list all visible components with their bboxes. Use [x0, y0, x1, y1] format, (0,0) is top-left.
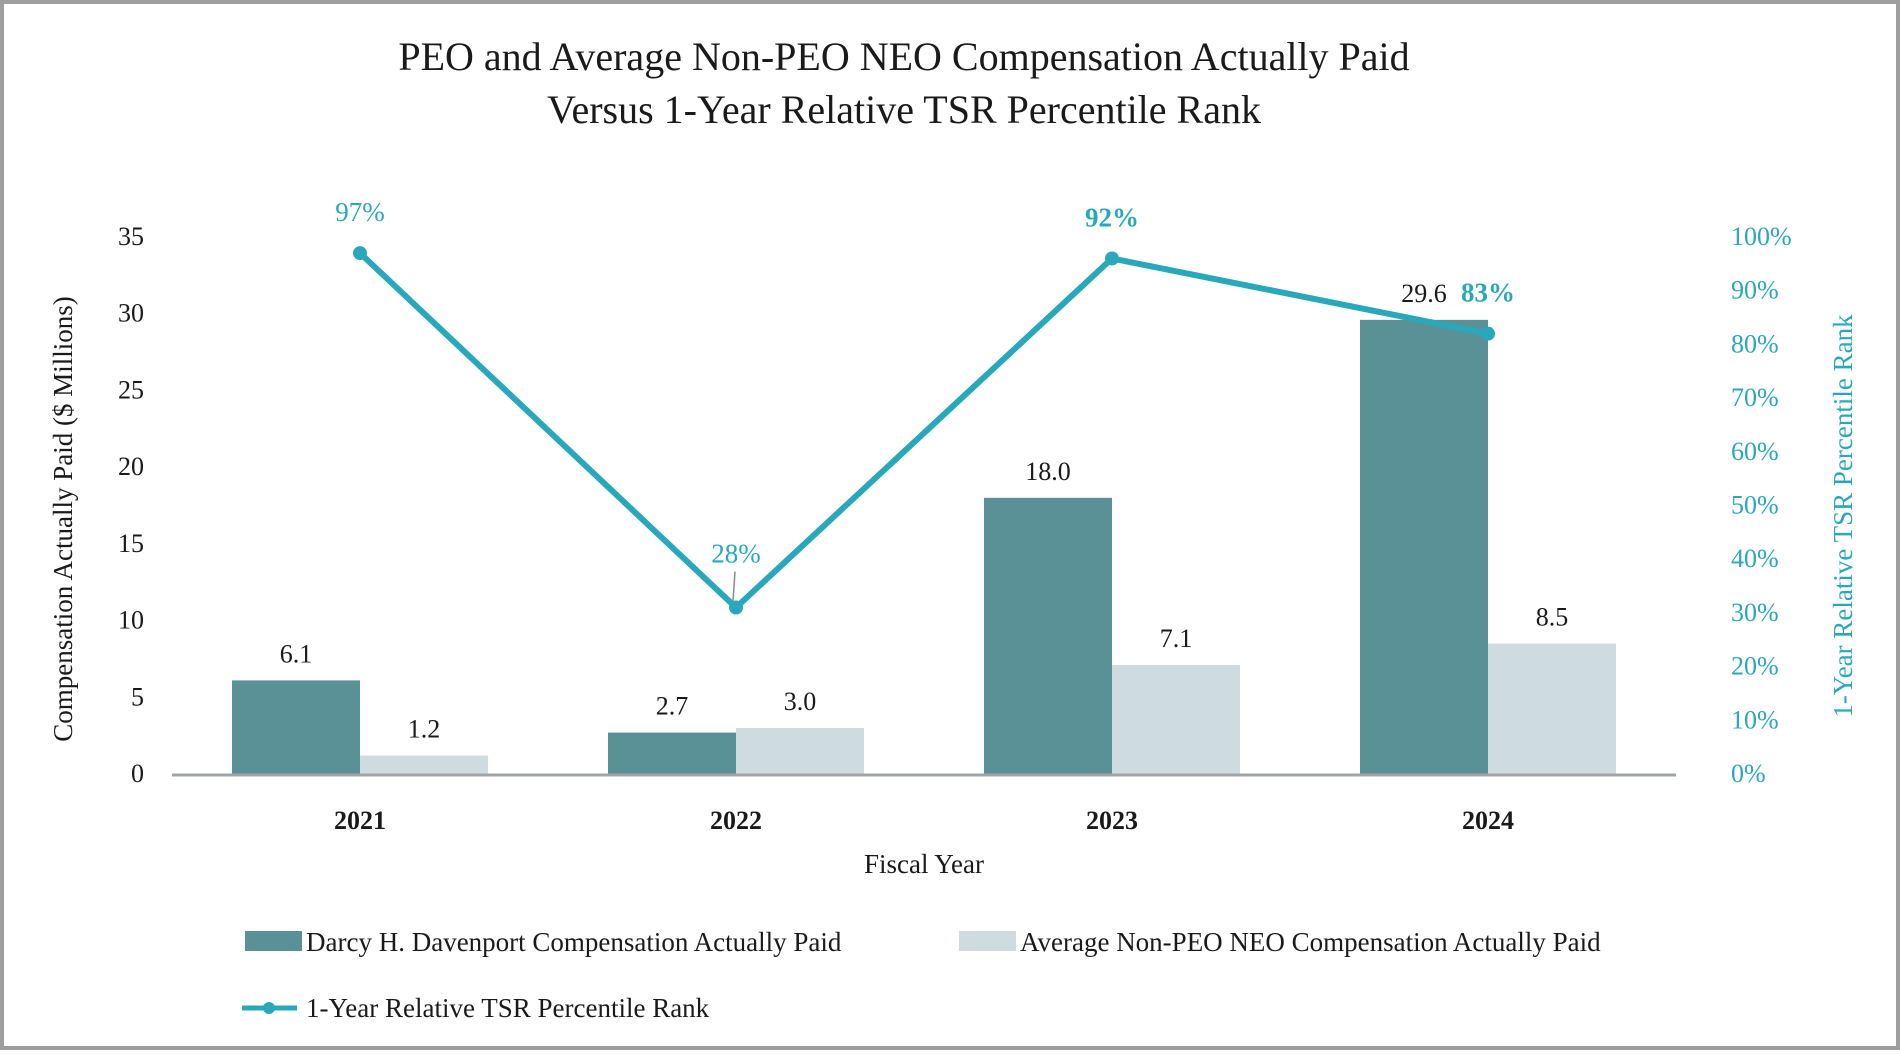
tsr-data-label: 28% [711, 539, 761, 569]
y-axis-tick-label: 20 [118, 452, 144, 481]
bar-non-peo-neo-2023 [1112, 665, 1240, 774]
bar-data-label: 29.6 [1401, 279, 1447, 308]
x-axis-tick-label: 2024 [1462, 806, 1514, 835]
tsr-rank-point-2023 [1105, 251, 1119, 266]
legend-swatch-tsr-marker [263, 1002, 275, 1014]
x-axis-tick-label: 2021 [334, 806, 386, 835]
tsr-data-label: 97% [335, 197, 385, 227]
chart-title-line: PEO and Average Non-PEO NEO Compensation… [398, 34, 1409, 79]
legend-label: Average Non-PEO NEO Compensation Actuall… [1020, 927, 1601, 957]
y2-axis-tick-label: 30% [1731, 598, 1779, 627]
bar-data-label: 6.1 [280, 639, 313, 668]
bar-data-label: 8.5 [1536, 603, 1569, 632]
bar-data-label: 1.2 [408, 715, 441, 744]
y2-axis-tick-label: 60% [1731, 437, 1779, 466]
tsr-data-label: 92% [1085, 202, 1139, 232]
legend-swatch-non-peo-neo [959, 931, 1016, 951]
tsr-rank-point-2022 [729, 600, 743, 615]
legend-swatch-peo [245, 931, 302, 951]
bar-data-label: 7.1 [1160, 624, 1193, 653]
bar-peo-2021 [232, 680, 360, 774]
tsr-data-label: 83% [1461, 278, 1515, 308]
combo-chart: PEO and Average Non-PEO NEO Compensation… [48, 34, 1858, 1023]
y-axis-tick-label: 15 [118, 529, 144, 558]
bar-peo-2023 [984, 497, 1112, 774]
y-axis-tick-label: 10 [118, 606, 144, 635]
tsr-label-leader-line [732, 571, 736, 602]
y-axis-tick-label: 25 [118, 375, 144, 404]
legend-label: 1-Year Relative TSR Percentile Rank [306, 993, 710, 1023]
bar-peo-2022 [608, 732, 736, 774]
tsr-rank-point-2021 [353, 246, 367, 261]
y2-axis-tick-label: 20% [1731, 652, 1779, 681]
bar-non-peo-neo-2021 [360, 755, 488, 774]
bar-data-label: 3.0 [784, 687, 817, 716]
bar-data-label: 2.7 [656, 692, 689, 721]
chart-title-line: Versus 1-Year Relative TSR Percentile Ra… [547, 87, 1261, 132]
tsr-rank-point-2024 [1481, 326, 1495, 341]
bar-peo-2024 [1360, 319, 1488, 774]
y-axis-title: Compensation Actually Paid ($ Millions) [48, 296, 78, 741]
y2-axis-tick-label: 80% [1731, 329, 1779, 358]
y-axis-tick-label: 0 [131, 759, 144, 788]
x-axis-title: Fiscal Year [864, 849, 984, 879]
y2-axis-tick-label: 50% [1731, 491, 1779, 520]
y2-axis-tick-label: 90% [1731, 276, 1779, 305]
y2-axis-tick-label: 100% [1731, 222, 1792, 251]
y-axis-tick-label: 5 [131, 682, 144, 711]
legend-label: Darcy H. Davenport Compensation Actually… [306, 927, 842, 957]
bar-data-label: 18.0 [1025, 457, 1071, 486]
y2-axis-tick-label: 70% [1731, 383, 1779, 412]
y2-axis-tick-label: 10% [1731, 705, 1779, 734]
y2-axis-tick-label: 0% [1731, 759, 1766, 788]
y2-axis-tick-label: 40% [1731, 544, 1779, 573]
tsr-rank-line [357, 250, 1489, 611]
y-axis-tick-label: 30 [118, 299, 144, 328]
bar-non-peo-neo-2024 [1488, 643, 1616, 774]
y2-axis-title: 1-Year Relative TSR Percentile Rank [1828, 314, 1858, 718]
x-axis-tick-label: 2023 [1086, 806, 1138, 835]
x-axis-tick-label: 2022 [710, 806, 762, 835]
y-axis-tick-label: 35 [118, 222, 144, 251]
bar-non-peo-neo-2022 [736, 727, 864, 774]
